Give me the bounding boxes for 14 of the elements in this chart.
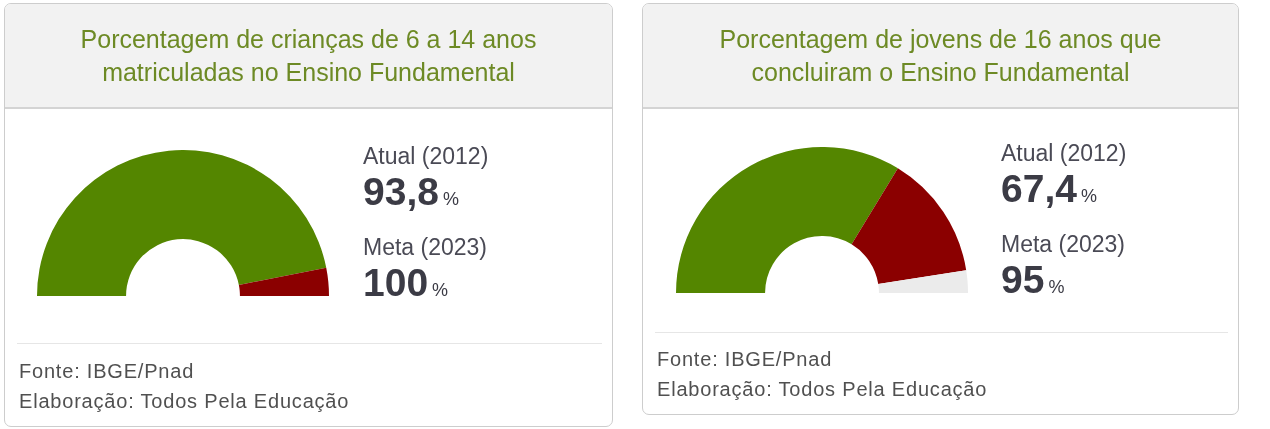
source-note: Fonte: IBGE/Pnad	[657, 347, 833, 372]
text: 95%	[1001, 258, 1065, 301]
text: Atual (2012)	[1001, 139, 1127, 167]
text: Atual (2012)	[363, 142, 489, 170]
text: Meta (2023)	[363, 233, 488, 261]
text: 67,4%	[1001, 167, 1097, 210]
text: 93,8%	[363, 170, 459, 213]
text: Elaboração: Todos Pela Educação	[19, 389, 350, 414]
source-note: Fonte: IBGE/Pnad	[19, 359, 195, 384]
chart-title: Porcentagem de jovens de 16 anos que concluiram o Ensino Fundamental	[718, 23, 1163, 88]
chart-title: Porcentagem de crianças de 6 a 14 anos matriculadas no Ensino Fundamental	[79, 23, 538, 88]
text: 100%	[363, 261, 449, 304]
text: Meta (2023)	[1001, 230, 1126, 258]
text: Elaboração: Todos Pela Educação	[657, 377, 988, 402]
